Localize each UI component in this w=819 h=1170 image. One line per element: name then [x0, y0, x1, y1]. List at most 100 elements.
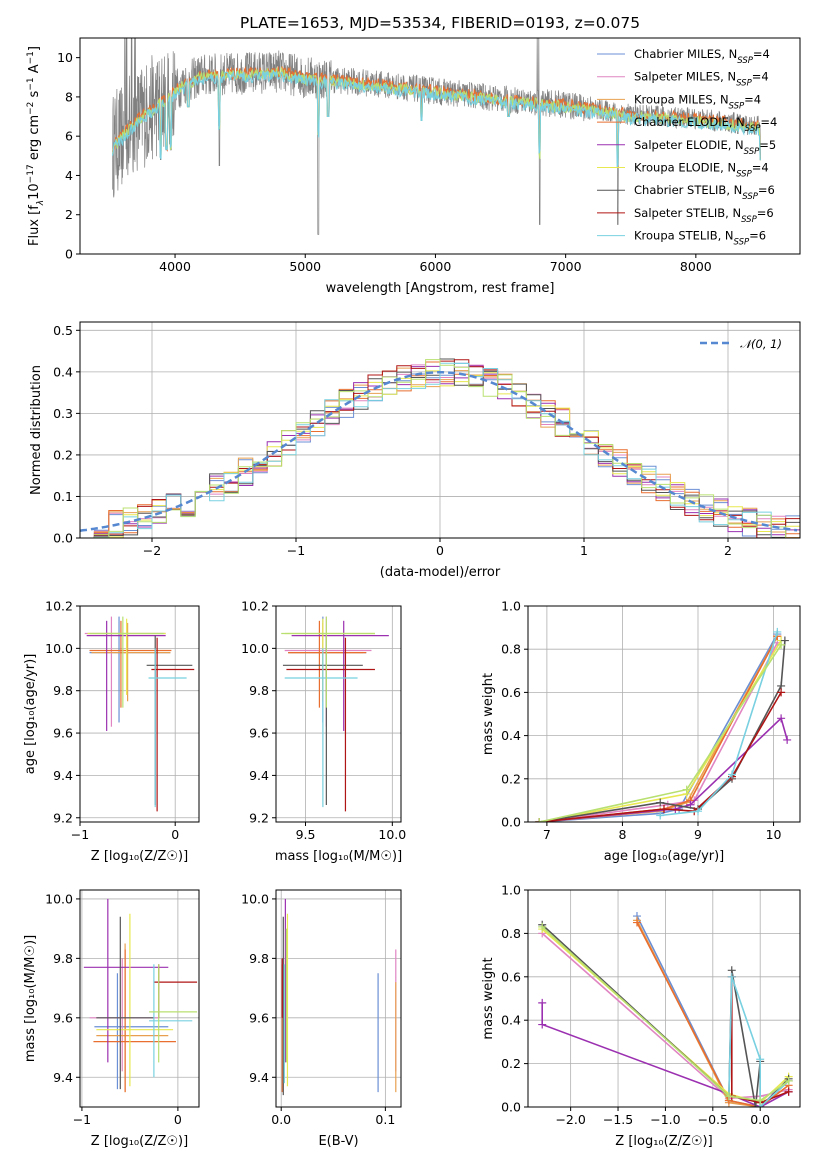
x-tick-label: −1 — [287, 543, 305, 558]
y-tick-label: 10.0 — [45, 641, 73, 656]
weight-line — [539, 635, 779, 822]
plot-area-mass-weight-vs-Z — [538, 912, 793, 1107]
x-axis-label: mass [log₁₀(M/M☉)] — [275, 849, 402, 864]
x-tick-label: −2 — [143, 543, 161, 558]
y-tick-label: 0.5 — [53, 323, 73, 338]
weight-marker — [727, 972, 736, 981]
weight-line — [539, 642, 779, 822]
axes-frame — [275, 605, 402, 823]
weight-line — [731, 976, 789, 1104]
weight-marker — [756, 1055, 765, 1064]
errorbar-point — [284, 618, 375, 695]
y-tick-label: 2 — [65, 207, 73, 222]
y-tick-label: 9.2 — [249, 810, 269, 825]
residual-histogram — [80, 359, 800, 538]
y-tick-label: 0.0 — [53, 531, 73, 546]
errorbar-point — [83, 898, 169, 1063]
y-tick-label: 1.0 — [501, 883, 521, 898]
legend: Chabrier MILES, NSSP=4 Salpeter MILES, NS… — [597, 47, 777, 248]
weight-marker — [777, 640, 786, 649]
y-tick-label: 8 — [65, 89, 73, 104]
y-tick-label: 0.0 — [501, 1100, 521, 1115]
weight-marker — [751, 1103, 760, 1107]
y-tick-label: 9.8 — [53, 683, 73, 698]
y-tick-label: 10.2 — [241, 599, 269, 614]
weight-marker — [538, 922, 547, 931]
errorbar-point — [286, 637, 375, 812]
y-tick-label: 0.2 — [53, 447, 73, 462]
y-tick-label: 0.6 — [501, 685, 521, 700]
weight-line — [539, 716, 788, 822]
legend-entry: Kroupa STELIB, NSSP=6 — [634, 229, 766, 248]
panel-mass-weight-vs-age: 7 8 9 10 0.0 0.2 0.4 0.6 0.8 1.0 age [log₁₀(age/yr… — [481, 599, 801, 864]
x-tick-label: 4000 — [159, 259, 191, 274]
errorbar-point — [93, 949, 176, 1093]
weight-marker — [682, 785, 691, 794]
errorbar-point — [91, 622, 171, 702]
legend-entry: Salpeter STELIB, NSSP=6 — [634, 206, 774, 225]
y-tick-label: 0.2 — [501, 771, 521, 786]
y-tick-label: 10 — [57, 50, 73, 65]
x-axis-label: E(B-V) — [318, 1134, 358, 1149]
x-tick-label: 0 — [174, 1112, 182, 1127]
y-tick-label: 4 — [65, 168, 73, 183]
x-tick-label: 8000 — [680, 259, 712, 274]
y-tick-label: 0.0 — [501, 815, 521, 830]
x-tick-label: 7000 — [550, 259, 582, 274]
legend-entry: Salpeter ELODIE, NSSP=5 — [634, 138, 776, 157]
errorbar-point — [96, 916, 154, 1090]
chart-title: PLATE=1653, MJD=53534, FIBERID=0193, z=0… — [240, 14, 640, 32]
x-tick-label: 0 — [436, 543, 444, 558]
x-axis-label: wavelength [Angstrom, rest frame] — [326, 281, 555, 296]
panel-age-vs-Z: −1 0 9.2 9.4 9.6 9.8 10.0 10.2 Z [log₁₀(Z/Z☉)] ag… — [23, 599, 200, 864]
weight-marker — [773, 627, 782, 636]
weight-marker — [756, 1096, 765, 1105]
y-tick-label: 10.2 — [45, 599, 73, 614]
x-tick-label: 8 — [618, 827, 626, 842]
errorbar-point — [89, 958, 159, 1072]
y-tick-label: 0.4 — [501, 728, 521, 743]
errorbar-point — [94, 973, 169, 1090]
errorbar-point — [149, 964, 198, 1063]
y-tick-label: 9.6 — [53, 726, 73, 741]
x-tick-label: 0 — [171, 827, 179, 842]
axes-frame — [527, 605, 801, 823]
y-tick-label: 0.6 — [501, 969, 521, 984]
weight-marker — [694, 807, 702, 816]
weight-marker — [535, 818, 544, 822]
legend-entry: Chabrier ELODIE, NSSP=4 — [634, 115, 777, 134]
y-axis-label: Flux [fλ10−17 erg cm−2 s−1 A−1] — [26, 46, 46, 246]
x-tick-label: −2.0 — [555, 1112, 585, 1127]
legend-entry: Salpeter MILES, NSSP=4 — [634, 70, 769, 89]
x-tick-label: −1.5 — [603, 1112, 633, 1127]
axes-frame — [527, 889, 801, 1108]
x-tick-label: −1.0 — [650, 1112, 680, 1127]
y-tick-label: 9.6 — [249, 1010, 269, 1025]
legend-entry: Chabrier MILES, NSSP=4 — [634, 47, 770, 66]
x-axis-label: Z [log₁₀(Z/Z☉)] — [91, 849, 188, 864]
y-tick-label: 1.0 — [501, 599, 521, 614]
panel-age-vs-mass: 9.5 10.0 9.2 9.4 9.6 9.8 10.0 10.2 mass [log₁₀(M… — [241, 599, 406, 865]
weight-line — [541, 926, 790, 1102]
weight-marker — [660, 805, 668, 814]
y-tick-label: 0.4 — [53, 364, 73, 379]
x-tick-label: 6000 — [420, 259, 452, 274]
y-tick-label: 10.0 — [241, 891, 269, 906]
weight-marker — [784, 1087, 793, 1096]
axes-frame — [79, 605, 200, 823]
y-tick-label: 9.4 — [53, 768, 73, 783]
y-tick-label: 10.0 — [241, 641, 269, 656]
y-axis-label: mass [log₁₀(M/M☉)] — [23, 935, 38, 1062]
plot-area-mass-vs-Z — [83, 898, 198, 1093]
x-tick-label: 2 — [724, 543, 732, 558]
x-tick-label: −0.5 — [698, 1112, 728, 1127]
plot-area-age-vs-Z — [84, 616, 195, 812]
x-tick-label: 1 — [580, 543, 588, 558]
x-tick-label: 5000 — [289, 259, 321, 274]
y-tick-label: 0.8 — [501, 642, 521, 657]
y-tick-label: 9.8 — [53, 951, 73, 966]
weight-line — [539, 635, 779, 822]
legend-entry: 𝒩(0, 1) — [740, 337, 782, 351]
plot-area-residuals — [80, 358, 800, 538]
panel-mass-vs-EBV: 0.0 0.1 9.4 9.6 9.8 10.0 E(B-V) — [241, 889, 402, 1149]
